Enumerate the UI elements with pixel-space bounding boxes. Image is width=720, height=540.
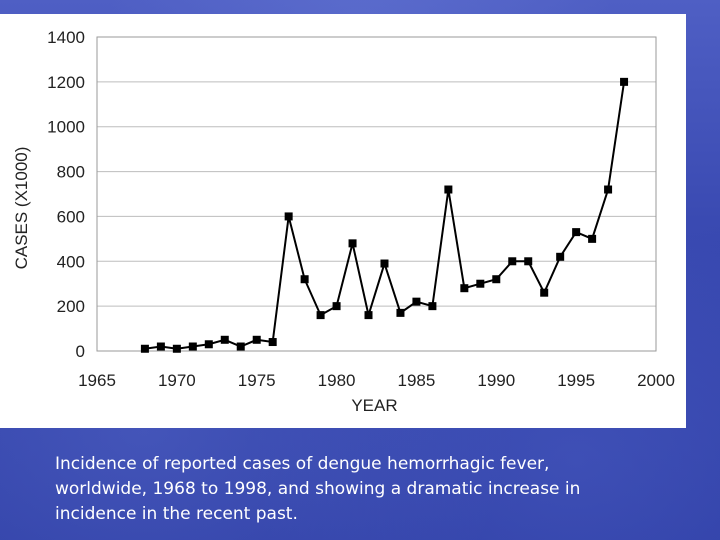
data-point bbox=[332, 302, 341, 311]
caption: Incidence of reported cases of dengue he… bbox=[55, 454, 581, 524]
y-tick-label: 400 bbox=[57, 252, 85, 271]
data-point bbox=[252, 335, 261, 344]
data-point bbox=[188, 342, 197, 351]
data-point bbox=[588, 234, 597, 243]
data-point bbox=[236, 342, 245, 351]
y-tick-label: 1200 bbox=[47, 73, 85, 92]
data-point bbox=[604, 185, 613, 194]
data-point bbox=[316, 311, 325, 320]
y-tick-label: 1000 bbox=[47, 118, 85, 137]
data-point bbox=[172, 344, 181, 353]
data-point bbox=[428, 302, 437, 311]
series-line bbox=[144, 81, 626, 350]
data-point bbox=[460, 284, 469, 293]
data-point bbox=[412, 297, 421, 306]
data-point bbox=[620, 77, 629, 86]
data-point bbox=[556, 252, 565, 261]
y-tick-label: 0 bbox=[76, 342, 85, 361]
x-tick-label: 1985 bbox=[398, 371, 436, 390]
x-tick-label: 1975 bbox=[238, 371, 276, 390]
y-tick-label: 1400 bbox=[47, 28, 85, 47]
x-tick-label: 1995 bbox=[557, 371, 595, 390]
line-chart: 0 200 400 600 800 1000 1200 1400 1965 1970 1975 198… bbox=[12, 28, 675, 415]
data-point bbox=[396, 308, 405, 317]
chart-panel: 0 200 400 600 800 1000 1200 1400 1965 1970 1975 198… bbox=[0, 14, 686, 428]
data-point bbox=[540, 288, 549, 297]
data-point bbox=[572, 228, 581, 237]
data-point bbox=[524, 257, 533, 266]
data-point bbox=[508, 257, 517, 266]
data-point bbox=[492, 275, 501, 284]
y-tick-label: 600 bbox=[57, 207, 85, 226]
data-point bbox=[204, 340, 213, 349]
y-axis-title: CASES (X1000) bbox=[12, 147, 31, 270]
y-tick-label: 800 bbox=[57, 163, 85, 182]
x-tick-label: 1965 bbox=[78, 371, 116, 390]
x-tick-label: 1970 bbox=[158, 371, 196, 390]
data-point bbox=[268, 338, 277, 347]
data-point bbox=[156, 342, 165, 351]
data-point bbox=[364, 311, 373, 320]
x-axis-title: YEAR bbox=[351, 396, 397, 415]
x-tick-label: 1990 bbox=[477, 371, 515, 390]
data-point bbox=[300, 275, 309, 284]
data-point bbox=[284, 212, 293, 221]
y-tick-label: 200 bbox=[57, 297, 85, 316]
x-tick-label: 1980 bbox=[318, 371, 356, 390]
data-point bbox=[476, 279, 485, 288]
data-point bbox=[380, 259, 389, 268]
data-point bbox=[220, 335, 229, 344]
data-point bbox=[140, 344, 149, 353]
plot-frame bbox=[96, 36, 657, 352]
x-tick-label: 2000 bbox=[637, 371, 675, 390]
data-point bbox=[348, 239, 357, 248]
data-point bbox=[444, 185, 453, 194]
